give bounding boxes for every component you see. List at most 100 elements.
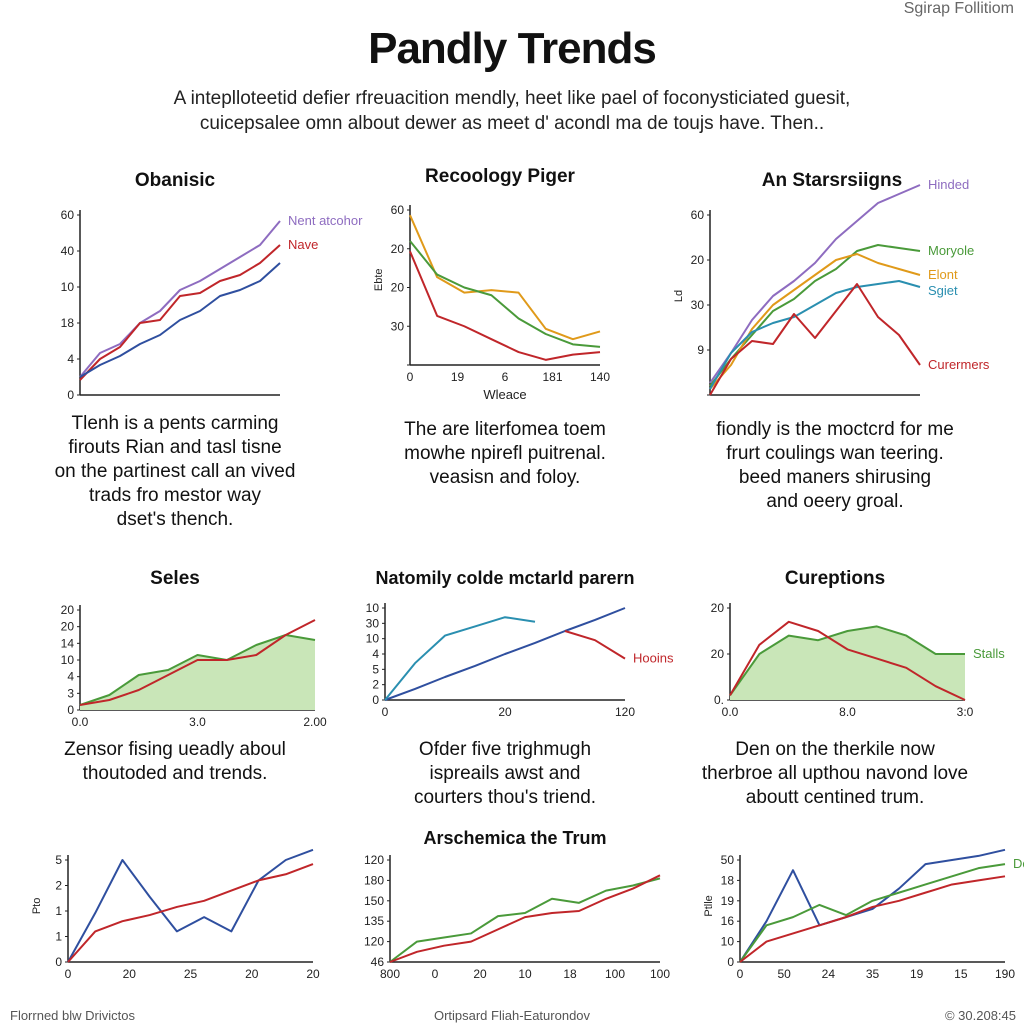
- legend-label: Nave: [288, 237, 318, 252]
- legend-label: Hinded: [928, 177, 969, 192]
- x-tick-label: 8.0: [839, 705, 856, 719]
- x-tick-label: 100: [650, 967, 670, 981]
- x-tick-label: 20: [245, 967, 259, 981]
- panel-title-8: Arschemica the Trum: [423, 828, 607, 848]
- desc-line: Ofder five trighmugh: [418, 739, 592, 760]
- y-tick-label: 10: [721, 935, 735, 949]
- y-axis-label: Ld: [673, 290, 685, 302]
- x-tick-label: 800: [380, 967, 400, 981]
- y-tick-label: 16: [721, 914, 735, 928]
- desc-line: The are literfomea toem: [404, 419, 606, 440]
- y-tick-label: 120: [364, 935, 384, 949]
- series-line: [729, 620, 966, 701]
- x-axis-label: Wleace: [483, 387, 526, 402]
- desc-line: therbroe all upthou navond love: [701, 763, 969, 784]
- series-line: [79, 220, 281, 378]
- intro-line-1: A inteplloteetid defier rfreuacition men…: [173, 88, 851, 109]
- desc-line: frurt coulings wan teering.: [726, 443, 944, 464]
- desc-line: thoutoded and trends.: [82, 763, 268, 784]
- x-tick-label: 3.0: [189, 715, 206, 729]
- x-tick-label: 0: [737, 967, 744, 981]
- series-area: [80, 635, 315, 710]
- y-tick-label: 20: [711, 647, 725, 661]
- series-line: [79, 262, 281, 378]
- y-tick-label: 4: [67, 352, 74, 366]
- legend-label: Elont: [928, 267, 958, 282]
- panel-desc-3: fiondly is the moctcrd for me frurt coul…: [690, 418, 980, 514]
- series-line: [79, 619, 316, 706]
- series-line: [409, 214, 601, 341]
- y-tick-label: 1: [55, 904, 62, 918]
- series-area: [730, 626, 965, 700]
- x-tick-label: 19: [910, 967, 924, 981]
- y-tick-label: 30: [691, 298, 705, 312]
- legend-label: Curermers: [928, 357, 990, 372]
- x-tick-label: 19: [451, 370, 465, 384]
- series-line: [384, 616, 536, 701]
- x-tick-label: 6: [502, 370, 509, 384]
- x-tick-label: 190: [995, 967, 1015, 981]
- panel-desc-2: The are literfomea toem mowhe npirefl pu…: [370, 418, 640, 490]
- legend-label: Hooins: [633, 651, 674, 666]
- series-line: [79, 634, 316, 706]
- x-tick-label: 20: [498, 705, 512, 719]
- y-tick-label: 0: [67, 388, 74, 402]
- y-tick-label: 0: [727, 955, 734, 969]
- panel-title-6: Cureptions: [784, 568, 886, 589]
- y-tick-label: 180: [364, 873, 384, 887]
- y-tick-label: 135: [364, 914, 384, 928]
- series-line: [564, 630, 626, 660]
- desc-line: dset's thench.: [116, 509, 234, 530]
- x-tick-label: 15: [954, 967, 968, 981]
- y-tick-label: 19: [721, 894, 735, 908]
- y-tick-label: 9: [697, 343, 704, 357]
- x-tick-label: 0: [407, 370, 414, 384]
- desc-line: beed maners shirusing: [738, 467, 932, 488]
- panel-desc-5: Ofder five trighmugh ispreails awst and …: [370, 738, 640, 810]
- chart-9: 0 10 16 19 18 50 0 50 24 35 19 15 190 Ptlle Dormers: [703, 848, 1024, 981]
- chart-2: 30 20 20 60 0 19 6 181 140 Ebte Wleace: [373, 203, 610, 402]
- x-tick-label: 3:0: [957, 705, 974, 719]
- y-tick-label: 30: [366, 616, 380, 630]
- intro-text: A inteplloteetid defier rfreuacition men…: [140, 86, 884, 136]
- series-line: [67, 863, 314, 963]
- series-line: [409, 240, 601, 348]
- desc-line: courters thou's triend.: [413, 787, 597, 808]
- x-tick-label: 181: [542, 370, 562, 384]
- y-tick-label: 0.: [714, 693, 724, 707]
- y-tick-label: 0: [55, 955, 62, 969]
- y-tick-label: 2: [55, 879, 62, 893]
- intro-line-2: cuicepsalee omn albout dewer as meet d' …: [199, 113, 825, 134]
- x-tick-label: 24: [822, 967, 836, 981]
- x-tick-label: 0: [382, 705, 389, 719]
- series-line: [709, 280, 921, 390]
- x-tick-label: 20: [306, 967, 320, 981]
- desc-line: veasisn and foloy.: [429, 467, 581, 488]
- y-axis-label: Pto: [31, 898, 43, 915]
- x-tick-label: 10: [518, 967, 532, 981]
- y-tick-label: 2: [372, 678, 379, 692]
- x-tick-label: 0.0: [722, 705, 739, 719]
- y-tick-label: 0: [372, 693, 379, 707]
- chart-1: 0 4 18 10 40 60 Nent atcohor Nave: [61, 208, 363, 402]
- y-tick-label: 20: [61, 603, 75, 617]
- desc-line: mowhe npirefl puitrenal.: [404, 443, 606, 464]
- y-tick-label: 5: [372, 662, 379, 676]
- y-tick-label: 120: [364, 853, 384, 867]
- y-axis-label: Ebte: [373, 268, 385, 291]
- series-line: [67, 848, 314, 963]
- chart-6: 0. 20 20 0.0 8.0 3:0 Stalls: [711, 601, 1006, 719]
- chart-4: 0 3 4 10 14 20 20 0.0 3.0 2.00: [61, 603, 327, 729]
- y-tick-label: 1: [55, 930, 62, 944]
- y-tick-label: 18: [61, 316, 75, 330]
- y-tick-label: 50: [721, 853, 735, 867]
- y-tick-label: 30: [391, 319, 405, 333]
- panel-desc-1: Tlenh is a pents carming firouts Rian an…: [40, 412, 310, 532]
- y-tick-label: 5: [55, 853, 62, 867]
- footer-left: Florrned blw Drivictos: [10, 1008, 135, 1023]
- x-tick-label: 50: [777, 967, 791, 981]
- desc-line: on the partinest call an vived: [54, 461, 296, 482]
- series-line: [709, 244, 921, 387]
